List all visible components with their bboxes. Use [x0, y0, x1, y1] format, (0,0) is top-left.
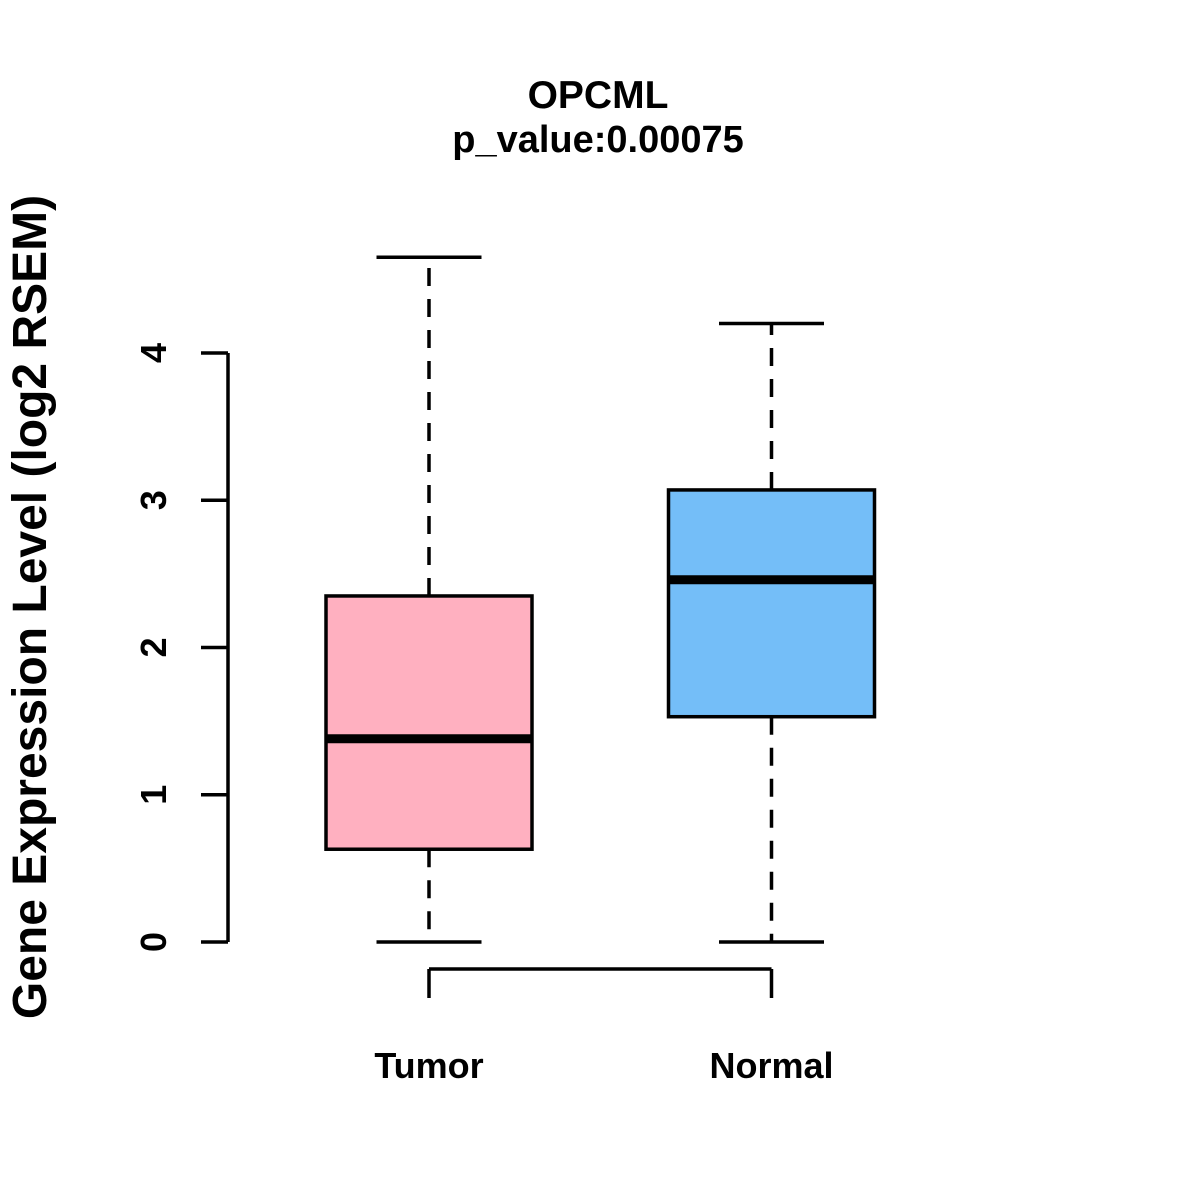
- plot-subtitle: p_value:0.00075: [452, 119, 744, 161]
- y-tick-label: 1: [133, 785, 174, 805]
- y-tick-label: 3: [133, 490, 174, 510]
- group-label-normal: Normal: [709, 1045, 833, 1086]
- axes-layer: 0 1 2 3 4 Tumor Normal: [133, 343, 834, 1086]
- iqr-box-tumor: [324, 594, 534, 851]
- y-tick-label: 2: [133, 637, 174, 657]
- y-axis-title: Gene Expression Level (log2 RSEM): [4, 195, 57, 1019]
- boxes-layer: [324, 255, 877, 944]
- y-tick-label: 0: [133, 932, 174, 952]
- plot-title: OPCML: [528, 74, 669, 117]
- y-tick-label: 4: [133, 343, 174, 363]
- iqr-box-normal: [666, 488, 877, 719]
- group-label-tumor: Tumor: [374, 1045, 483, 1086]
